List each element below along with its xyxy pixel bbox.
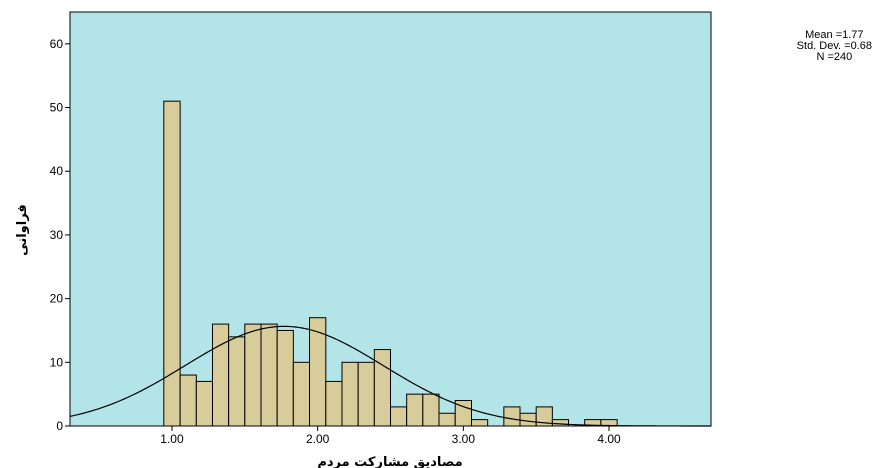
y-tick-label: 0 [56, 419, 63, 433]
y-tick-label: 20 [50, 292, 64, 306]
histogram-bar [438, 412, 456, 427]
stat-n: N =240 [816, 51, 853, 63]
x-axis: 1.00 2.00 3.00 4.00 [160, 426, 621, 446]
y-tick-label: 30 [50, 228, 64, 242]
x-tick-label: 1.00 [160, 432, 184, 446]
x-tick-label: 4.00 [597, 432, 621, 446]
y-tick-label: 40 [50, 164, 64, 178]
histogram-bar [470, 419, 489, 427]
histogram-bar [341, 361, 359, 427]
histogram-bar [179, 374, 197, 427]
x-axis-label: مصادیق مشارکت مردم [317, 455, 462, 468]
histogram-bar [211, 323, 230, 427]
histogram-bar [422, 393, 440, 427]
histogram-bar [390, 406, 408, 427]
histogram-bar [357, 361, 375, 427]
histogram-bar [276, 329, 294, 427]
stat-std-dev: Std. Dev. =0.68 [796, 40, 872, 52]
histogram-bar [292, 361, 311, 427]
x-tick-label: 3.00 [452, 432, 476, 446]
histogram-bar [228, 336, 246, 427]
histogram-bar [503, 406, 521, 427]
normal-curve [69, 325, 711, 427]
y-tick-label: 10 [50, 355, 64, 369]
y-axis: 0 10 20 30 40 50 60 [50, 37, 70, 433]
bars-group [163, 100, 618, 427]
histogram-bar [519, 412, 537, 427]
histogram-bar [195, 380, 213, 427]
x-tick-label: 2.00 [306, 432, 330, 446]
y-tick-label: 60 [50, 37, 64, 51]
histogram-bar [325, 380, 343, 427]
histogram-bar [551, 419, 570, 427]
plot-frame [69, 11, 712, 427]
stat-mean: Mean =1.77 [805, 29, 864, 41]
y-tick-label: 50 [50, 101, 64, 115]
histogram-bar [244, 323, 262, 427]
histogram-bar [260, 323, 278, 427]
stats-box: Mean =1.77 Std. Dev. =0.68 N =240 [797, 30, 872, 63]
histogram-bar [406, 393, 424, 427]
y-axis-label: فراوانی [15, 204, 30, 256]
